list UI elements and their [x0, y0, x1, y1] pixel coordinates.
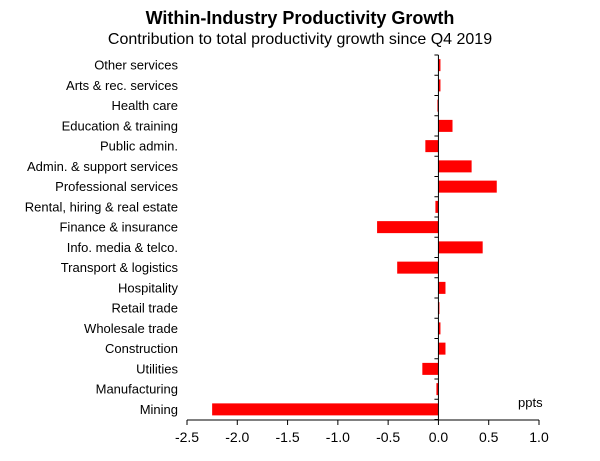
category-label: Public admin. [100, 139, 178, 154]
category-label: Professional services [55, 179, 178, 194]
category-label: Construction [105, 341, 178, 356]
category-label: Transport & logistics [61, 260, 179, 275]
bar [438, 79, 441, 92]
x-tick-label: -1.5 [276, 429, 300, 445]
x-tick-label: 0.5 [479, 429, 499, 445]
bar [377, 221, 439, 234]
bar [438, 59, 441, 72]
x-tick-label: -0.5 [376, 429, 400, 445]
x-tick-label: -2.0 [225, 429, 249, 445]
bar [438, 119, 453, 132]
category-label: Retail trade [112, 301, 178, 316]
bar [397, 261, 439, 274]
bar [436, 383, 439, 396]
bar [438, 180, 497, 193]
bar [438, 342, 446, 355]
bar [425, 140, 439, 153]
x-tick-label: 0.0 [429, 429, 449, 445]
category-label: Utilities [136, 361, 178, 376]
chart-subtitle: Contribution to total productivity growt… [107, 31, 493, 48]
category-label: Other services [94, 58, 178, 73]
category-label: Mining [140, 402, 178, 417]
chart-title: Within-Industry Productivity Growth [145, 8, 455, 28]
bar [422, 362, 439, 375]
category-label: Hospitality [118, 280, 178, 295]
bar [438, 302, 440, 315]
bar [437, 99, 439, 112]
category-label: Wholesale trade [84, 321, 178, 336]
bar [438, 281, 446, 294]
x-tick-label: -2.5 [175, 429, 199, 445]
category-label: Admin. & support services [27, 159, 179, 174]
category-label: Finance & insurance [59, 220, 178, 235]
bar [438, 322, 441, 335]
category-label: Arts & rec. services [66, 78, 178, 93]
x-tick-label: -1.0 [326, 429, 350, 445]
category-label: Info. media & telco. [67, 240, 178, 255]
bar [435, 200, 439, 213]
bar [212, 403, 439, 416]
category-label: Education & training [62, 118, 178, 133]
category-label: Manufacturing [96, 382, 178, 397]
bar [438, 160, 472, 173]
unit-label: ppts [518, 395, 543, 410]
x-tick-label: 1.0 [529, 429, 549, 445]
category-label: Rental, hiring & real estate [25, 199, 178, 214]
category-label: Health care [112, 98, 178, 113]
bar [438, 241, 483, 254]
